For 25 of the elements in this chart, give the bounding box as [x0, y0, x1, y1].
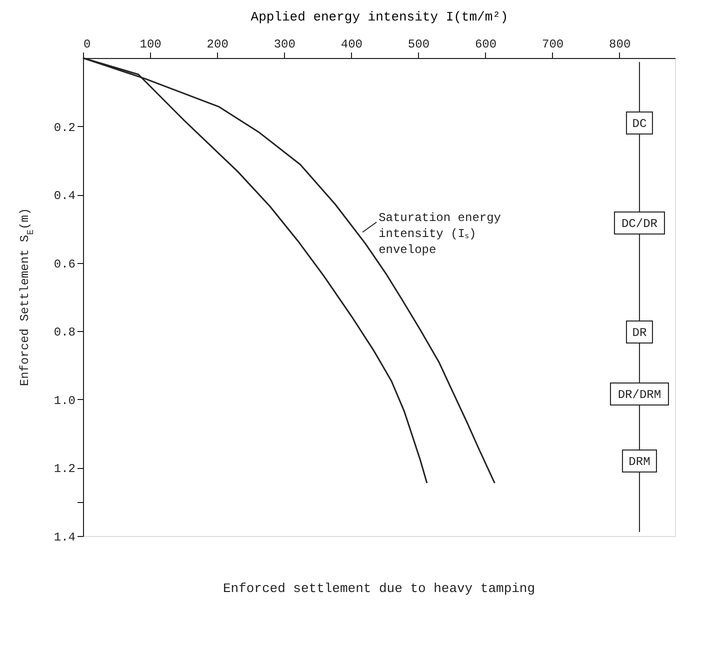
y-axis-title: Enforced Settlement SE(m) [18, 208, 36, 386]
annotation: DR/DRM [618, 388, 662, 402]
x-tick-label: 800 [609, 38, 631, 52]
y-tick-label: 1.0 [54, 394, 76, 408]
y-tick-label: 0.6 [54, 257, 76, 272]
y-tick-label: 0.4 [54, 189, 76, 204]
x-tick-label: 300 [274, 38, 296, 52]
y-tick-label: 0.2 [54, 120, 76, 135]
annotation: DC [632, 117, 647, 131]
text: Enforced settlement due to heavy tamping [222, 581, 536, 596]
x-tick-label: 100 [140, 38, 162, 52]
annotation: DC/DR [621, 217, 658, 231]
annotation: DR [632, 326, 647, 340]
x-axis-title: Applied energy intensity I(tm/m²) [250, 10, 508, 24]
x-tick-label: 600 [474, 38, 497, 52]
x-tick-label: 200 [206, 38, 228, 52]
x-tick-label: 0 [84, 38, 91, 52]
y-tick-label: 0.8 [54, 326, 76, 340]
x-tick-label: 400 [340, 38, 362, 52]
x-tick-label: 700 [542, 38, 564, 52]
y-tick-label: 1.2 [54, 462, 76, 476]
annotation: DRM [628, 455, 650, 469]
y-tick-label: 1.4 [54, 530, 76, 544]
x-tick-label: 500 [408, 38, 430, 52]
annotation: Saturation energy intensity (Iₛ) envelope [378, 211, 501, 258]
